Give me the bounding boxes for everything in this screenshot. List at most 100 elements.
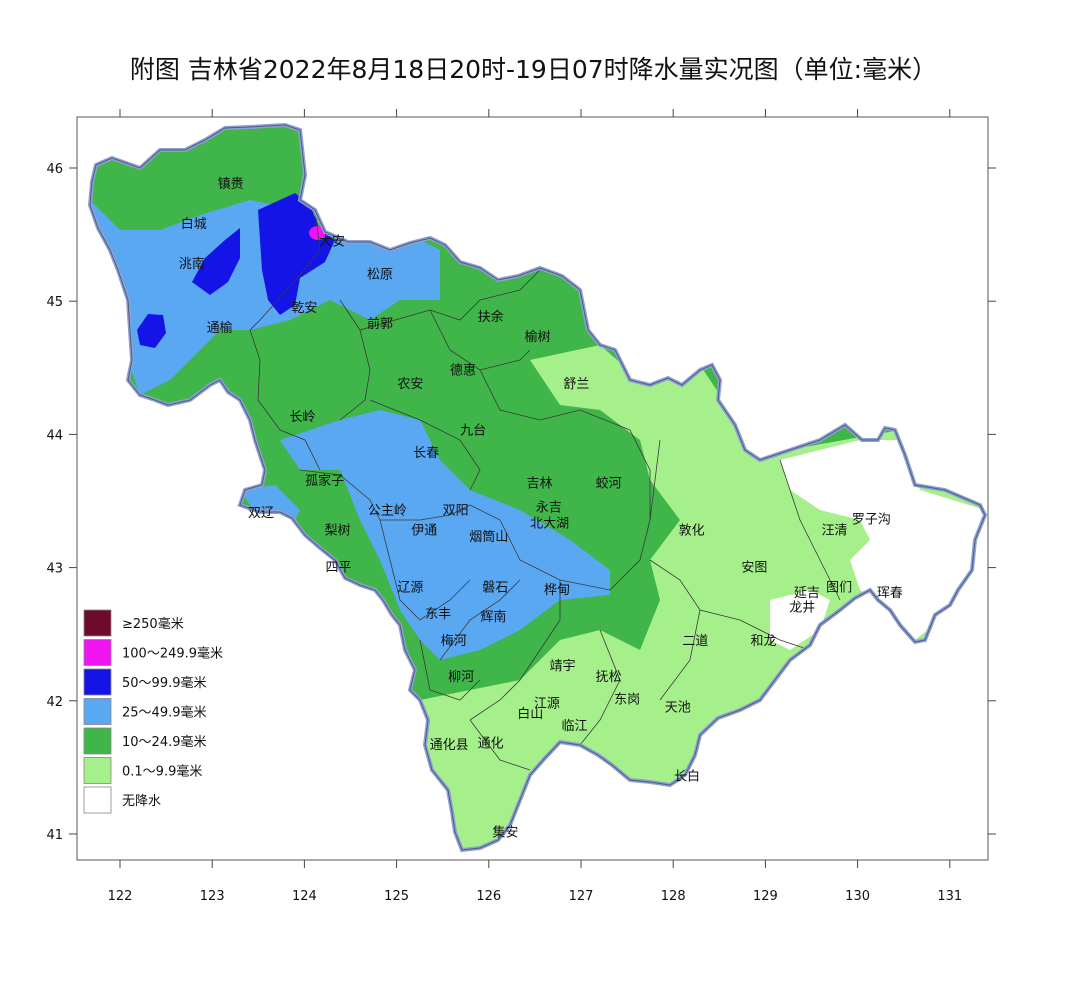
city-label: 镇赉	[218, 177, 244, 192]
city-label: 龙井	[789, 601, 815, 616]
city-label: 蛟河	[596, 477, 622, 492]
city-label: 集安	[492, 825, 518, 841]
city-label: 罗子沟	[852, 513, 891, 528]
x-tick-label: 124	[292, 889, 317, 904]
city-label: 舒兰	[563, 377, 589, 392]
no-rain-area	[780, 440, 985, 640]
city-label: 东岗	[614, 692, 640, 707]
city-label: 靖宇	[550, 659, 576, 674]
legend-label: ≥250毫米	[122, 616, 184, 632]
rainstorm-area-2	[192, 228, 240, 295]
city-label: 安图	[741, 561, 767, 576]
city-label: 桦甸	[544, 583, 570, 598]
y-tick-label: 44	[46, 428, 63, 443]
legend-label: 无降水	[122, 794, 161, 809]
x-tick-label: 125	[384, 889, 409, 904]
city-label: 珲春	[877, 586, 903, 601]
city-label: 长岭	[290, 410, 316, 425]
x-tick-label: 128	[661, 889, 686, 904]
city-label: 四平	[326, 561, 352, 576]
county-boundaries	[249, 209, 841, 771]
x-tick-label: 126	[476, 889, 501, 904]
legend-swatch	[83, 727, 112, 755]
heavy-rain-area-center	[280, 410, 610, 660]
city-label: 九台	[460, 423, 486, 438]
x-tick-label: 127	[569, 889, 594, 904]
city-label: 榆树	[525, 330, 551, 345]
city-label: 临江	[562, 719, 588, 734]
y-tick-label: 45	[46, 295, 63, 310]
city-label: 东丰	[425, 607, 451, 622]
city-label: 汪清	[822, 523, 848, 538]
city-label: 双阳	[443, 503, 469, 518]
city-label: 洮南	[179, 256, 205, 272]
y-tick-label: 42	[46, 695, 63, 710]
legend-swatch	[83, 757, 112, 784]
city-label: 天池	[665, 700, 691, 715]
city-label: 通化	[478, 736, 504, 751]
city-label: 公主岭	[368, 503, 407, 518]
city-label: 白城	[181, 216, 207, 232]
city-label: 双辽	[248, 506, 274, 521]
city-label: 烟筒山	[469, 529, 508, 545]
city-label: 吉林	[527, 477, 553, 492]
legend-swatch	[83, 609, 112, 637]
city-label: 德惠	[450, 363, 476, 378]
city-label: 扶余	[478, 309, 504, 325]
city-label: 白山	[517, 706, 543, 722]
city-label: 前郭	[367, 316, 393, 332]
city-label: 江源	[534, 696, 560, 711]
legend-label: 100～249.9毫米	[122, 646, 223, 662]
city-label: 梨树	[325, 523, 351, 538]
legend-swatch	[83, 786, 112, 814]
city-label: 长白	[674, 769, 700, 785]
axis-ticks: 122 123 124 125 126 127 128 129 130 131 46 45 44 43 42…	[46, 109, 996, 904]
city-label: 梅河	[441, 634, 467, 649]
legend-swatch	[83, 698, 112, 725]
city-label: 永吉	[536, 501, 562, 516]
city-label: 乾安	[291, 301, 317, 316]
city-label: 孤家子	[305, 473, 344, 489]
city-label: 松原	[367, 268, 393, 283]
y-tick-label: 43	[46, 562, 63, 577]
city-label: 延吉	[794, 586, 820, 601]
legend-label: 0.1～9.9毫米	[122, 764, 202, 780]
legend-label: 50～99.9毫米	[122, 675, 207, 691]
city-label: 磐石	[482, 581, 508, 596]
x-tick-label: 123	[200, 889, 225, 904]
legend-swatch	[83, 668, 112, 696]
legend: ≥250毫米 100～249.9毫米 50～99.9毫米 25～49.9毫米 10～24…	[83, 609, 223, 814]
no-rain-area-2	[770, 590, 830, 650]
city-label: 柳河	[448, 670, 474, 685]
x-tick-label: 129	[753, 889, 778, 904]
city-label: 和龙	[751, 634, 777, 649]
city-label: 敦化	[679, 522, 705, 538]
heavy-rain-area-west	[90, 200, 440, 395]
city-label: 通化县	[430, 738, 469, 753]
city-label: 农安	[397, 377, 423, 392]
x-tick-label: 131	[937, 889, 962, 904]
city-label: 二道	[682, 634, 708, 649]
y-tick-label: 46	[46, 162, 63, 177]
city-label: 图们	[826, 581, 852, 596]
light-rain-area-south	[420, 630, 660, 850]
y-tick-label: 41	[46, 828, 63, 843]
map-title: 附图 吉林省2022年8月18日20时-19日07时降水量实况图（单位:毫米）	[129, 55, 938, 84]
rainstorm-area-1	[258, 193, 335, 315]
x-tick-label: 130	[845, 889, 870, 904]
city-label: 北大湖	[530, 517, 569, 532]
city-label: 大安	[319, 234, 345, 249]
legend-label: 25～49.9毫米	[122, 705, 207, 721]
city-label: 长春	[413, 446, 439, 461]
city-label: 伊通	[411, 523, 437, 538]
city-label: 辽源	[397, 581, 423, 596]
city-label: 通榆	[207, 321, 233, 336]
legend-label: 10～24.9毫米	[122, 734, 207, 750]
city-label: 辉南	[480, 609, 506, 625]
x-tick-label: 122	[108, 889, 133, 904]
city-label: 抚松	[596, 670, 622, 685]
rainstorm-area-3	[137, 314, 166, 348]
legend-swatch	[83, 639, 112, 666]
